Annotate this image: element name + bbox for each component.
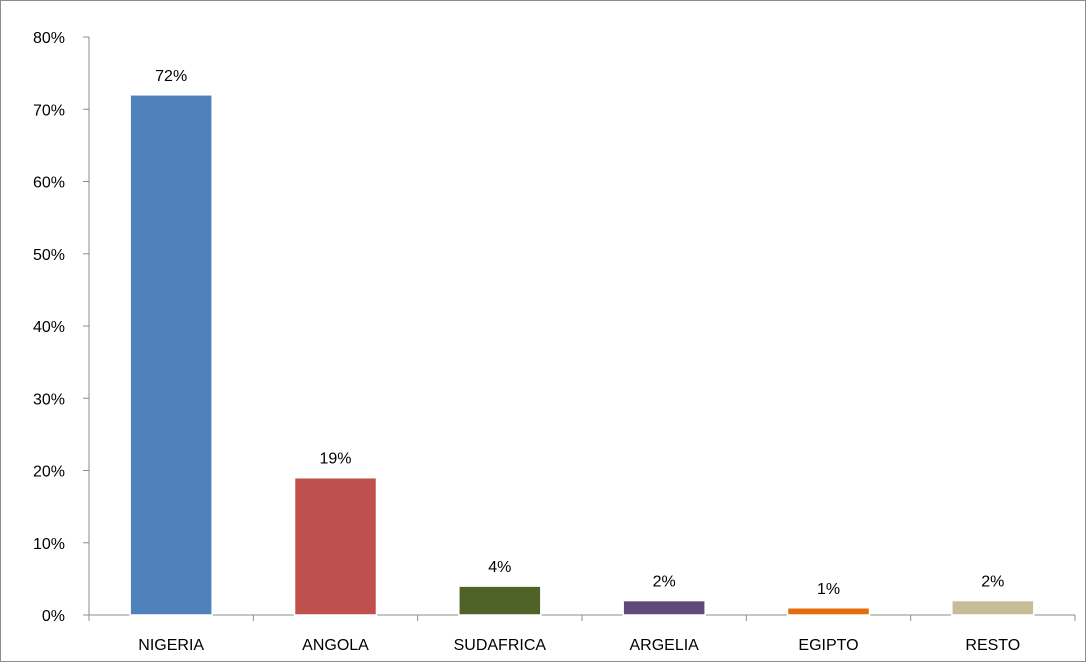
category-label-nigeria: NIGERIA [138, 637, 204, 654]
category-label-sudafrica: SUDAFRICA [454, 637, 547, 654]
data-label-sudafrica: 4% [488, 559, 511, 576]
y-tick-label: 80% [33, 30, 65, 47]
category-label-angola: ANGOLA [302, 637, 369, 654]
category-label-resto: RESTO [965, 637, 1020, 654]
bar-angola [293, 476, 378, 616]
bar-resto [951, 599, 1035, 616]
data-label-egipto: 1% [817, 581, 840, 598]
bars [129, 94, 1035, 616]
bar-argelia [622, 599, 706, 616]
y-tick-label: 70% [33, 102, 65, 119]
y-tick-label: 30% [33, 391, 65, 408]
category-label-argelia: ARGELIA [629, 637, 699, 654]
axes: 0% 10% 20% 30% 40% 50% 60% 70% 80% [33, 30, 1076, 625]
category-label-egipto: EGIPTO [798, 637, 858, 654]
data-label-angola: 19% [319, 451, 351, 468]
bar-egipto [786, 607, 871, 616]
y-tick-label: 50% [33, 247, 65, 264]
y-tick-label: 40% [33, 319, 65, 336]
data-label-nigeria: 72% [155, 68, 187, 85]
bar-sudafrica [458, 585, 542, 616]
y-tick-label: 0% [42, 608, 65, 625]
data-label-argelia: 2% [653, 574, 676, 591]
y-tick-label: 20% [33, 464, 65, 481]
labels: 72% NIGERIA 19% ANGOLA 4% SUDAFRICA 2% ARGELIA 1… [138, 68, 1020, 654]
bar-nigeria [129, 94, 213, 616]
y-tick-label: 60% [33, 175, 65, 192]
y-tick-label: 10% [33, 536, 65, 553]
data-label-resto: 2% [981, 574, 1004, 591]
